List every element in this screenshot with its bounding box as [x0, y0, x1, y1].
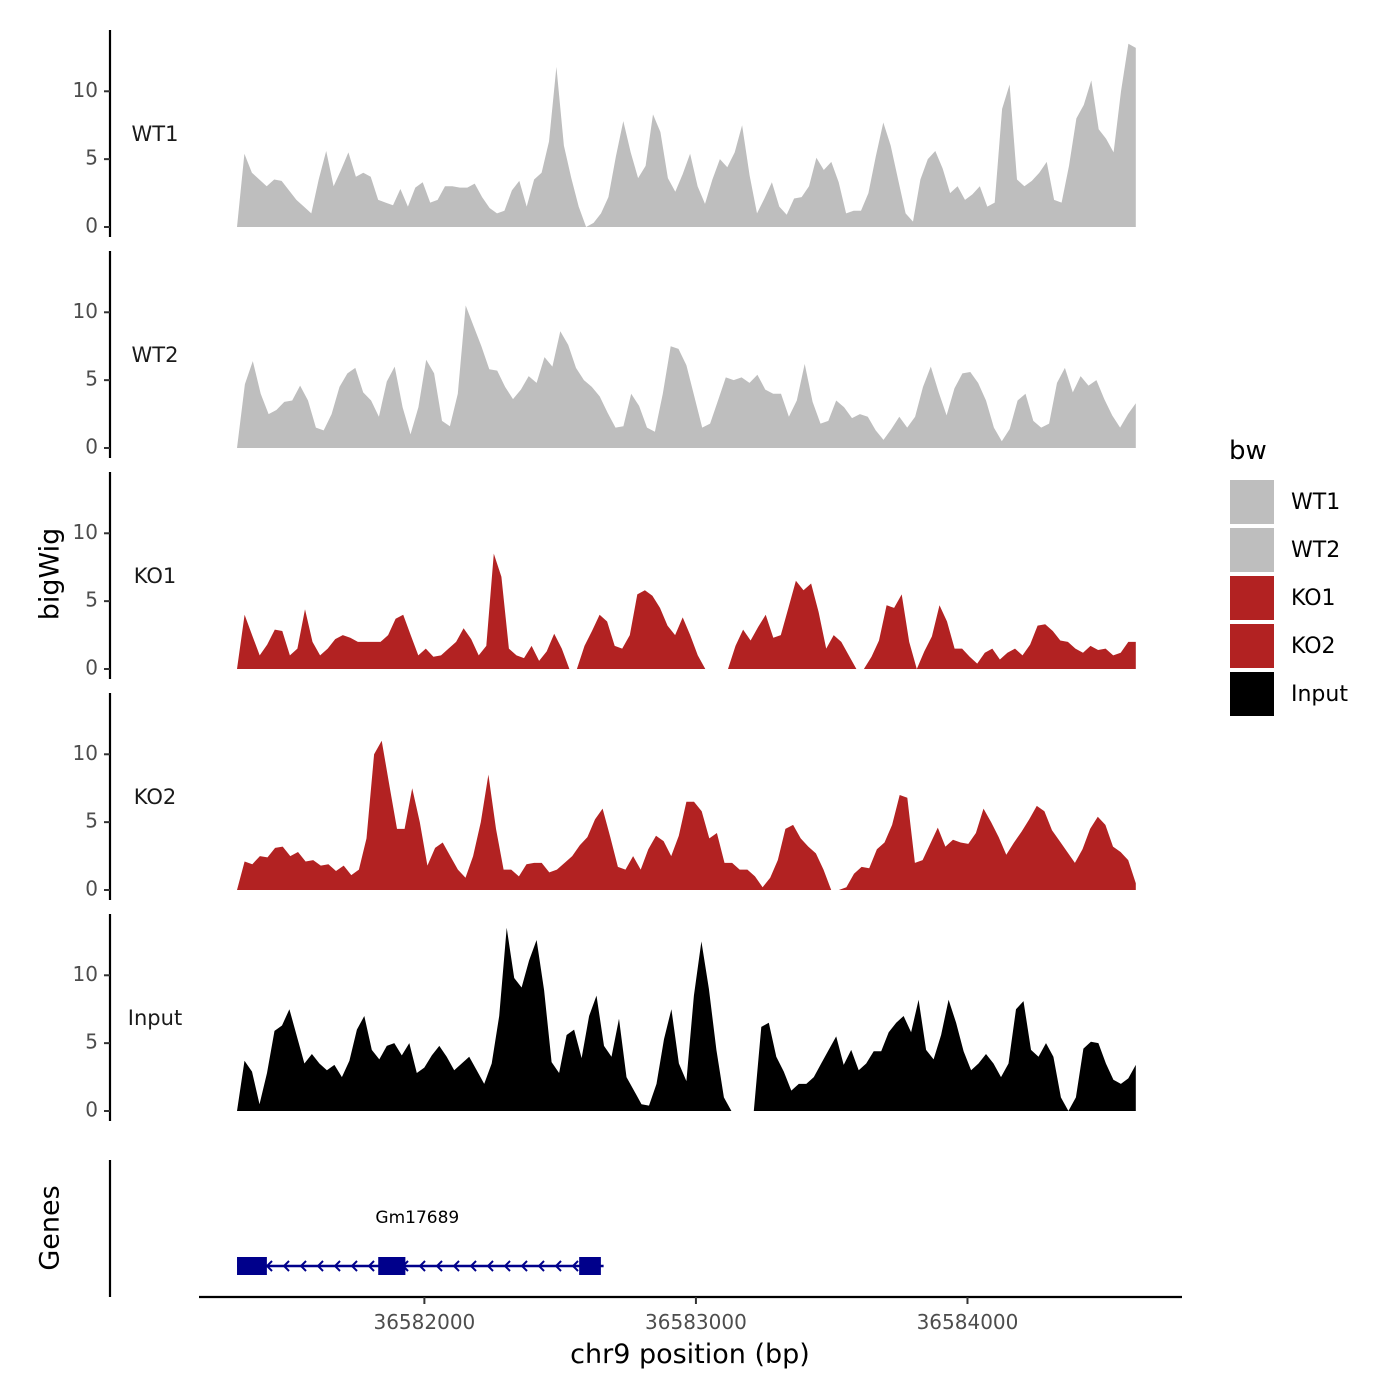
y-tick-label: 0: [85, 1098, 98, 1122]
gene-panel: Genes Gm17689: [35, 1160, 604, 1297]
y-tick-label: 0: [85, 656, 98, 680]
strand-arrow: [316, 1260, 324, 1272]
y-tick-label: 10: [73, 299, 98, 323]
coverage-area-input: [237, 927, 1136, 1111]
strand-arrow: [554, 1260, 562, 1272]
track-label-wt1: WT1: [132, 122, 179, 146]
genes-axis-title: Genes: [35, 1185, 66, 1270]
panel-ko2: 0 5 10 KO2: [73, 693, 1136, 901]
legend-item-ko2: KO2: [1230, 624, 1336, 668]
panel-input: 0 5 10 Input: [73, 914, 1136, 1122]
y-tick-label: 10: [73, 520, 98, 544]
coverage-area-wt1: [237, 43, 1136, 227]
gene-exon: [579, 1257, 601, 1275]
legend-label-wt2: WT2: [1291, 538, 1340, 563]
strand-arrow: [520, 1260, 528, 1272]
legend-item-wt1: WT1: [1230, 480, 1340, 524]
y-tick-label: 5: [85, 367, 98, 391]
gene-track: Gm17689: [237, 1208, 604, 1275]
y-tick-label: 10: [73, 741, 98, 765]
strand-arrow: [469, 1260, 477, 1272]
x-tick-label: 36583000: [645, 1310, 747, 1334]
y-tick-label: 5: [85, 588, 98, 612]
gene-exon: [237, 1257, 267, 1275]
coverage-area-ko2: [237, 740, 1136, 890]
x-axis: 36582000 36583000 36584000 chr9 position (…: [199, 1295, 1182, 1370]
strand-arrow: [350, 1260, 358, 1272]
y-tick-label: 0: [85, 214, 98, 238]
legend-swatch-ko1: [1230, 576, 1274, 620]
x-axis-title: chr9 position (bp): [570, 1339, 810, 1370]
track-label-input: Input: [128, 1006, 182, 1030]
strand-arrow: [265, 1260, 273, 1272]
track-label-ko2: KO2: [134, 785, 177, 809]
strand-arrow: [418, 1260, 426, 1272]
track-label-wt2: WT2: [132, 343, 179, 367]
strand-arrow: [503, 1260, 511, 1272]
panel-wt1: 0 5 10 WT1: [73, 30, 1136, 238]
legend-item-ko1: KO1: [1230, 576, 1336, 620]
strand-arrow: [537, 1260, 545, 1272]
x-ticks: 36582000 36583000 36584000: [373, 1297, 1018, 1334]
strand-arrow: [435, 1260, 443, 1272]
y-tick-label: 10: [73, 962, 98, 986]
gene-exon: [378, 1257, 406, 1275]
panel-wt2: 0 5 10 WT2: [73, 251, 1136, 459]
gene-name-label: Gm17689: [375, 1208, 459, 1228]
y-axis-title: bigWig: [35, 528, 66, 621]
y-tick-label: 5: [85, 809, 98, 833]
legend-label-ko1: KO1: [1291, 586, 1336, 611]
y-tick-label: 5: [85, 146, 98, 170]
strand-arrow: [367, 1260, 375, 1272]
strand-arrow: [571, 1260, 579, 1272]
strand-arrow: [282, 1260, 290, 1272]
legend-items: WT1 WT2 KO1 KO2 Input: [1230, 480, 1348, 716]
x-tick-label: 36584000: [917, 1310, 1019, 1334]
legend-label-wt1: WT1: [1291, 490, 1340, 515]
coverage-area-ko1: [237, 553, 1136, 669]
panel-ko1: 0 5 10 KO1: [73, 472, 1136, 680]
legend-swatch-input: [1230, 672, 1274, 716]
legend-title: bw: [1229, 436, 1267, 466]
track-label-ko1: KO1: [134, 564, 177, 588]
legend-swatch-ko2: [1230, 624, 1274, 668]
legend-item-wt2: WT2: [1230, 528, 1340, 572]
track-panels: 0 5 10 WT1 0 5 10 WT2 0 5 10 KO1 0 5 10 KO2 0 5 10 Input: [73, 30, 1136, 1122]
y-tick-label: 0: [85, 435, 98, 459]
legend-swatch-wt2: [1230, 528, 1274, 572]
coverage-area-wt2: [237, 305, 1136, 448]
legend-swatch-wt1: [1230, 480, 1274, 524]
legend: bw WT1 WT2 KO1 KO2 Input: [1229, 436, 1348, 716]
legend-label-ko2: KO2: [1291, 634, 1336, 659]
x-tick-label: 36582000: [373, 1310, 475, 1334]
legend-label-input: Input: [1291, 682, 1348, 707]
strand-arrow: [486, 1260, 494, 1272]
strand-arrow: [452, 1260, 460, 1272]
y-tick-label: 5: [85, 1030, 98, 1054]
strand-arrow: [299, 1260, 307, 1272]
legend-item-input: Input: [1230, 672, 1348, 716]
y-tick-label: 10: [73, 78, 98, 102]
y-tick-label: 0: [85, 877, 98, 901]
strand-arrow: [333, 1260, 341, 1272]
